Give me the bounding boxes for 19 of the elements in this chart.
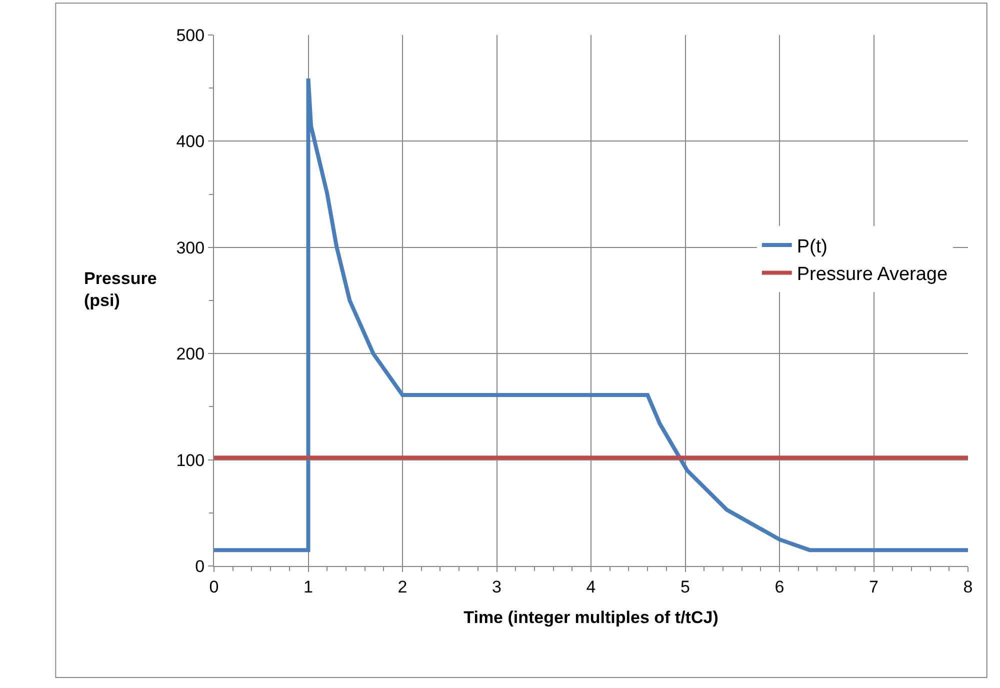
x-tick-label: 6 <box>774 577 784 596</box>
x-tick-label: 5 <box>680 577 690 596</box>
x-tick-label: 2 <box>398 577 408 596</box>
y-tick-label: 400 <box>176 132 205 152</box>
x-tick-label: 4 <box>586 577 596 596</box>
y-tick-label: 100 <box>176 450 205 470</box>
y-axis-title: Pressure (psi) <box>84 269 157 310</box>
legend-label: P(t) <box>796 236 828 258</box>
x-tick-label: 0 <box>209 577 219 596</box>
x-tick-label: 3 <box>492 577 502 596</box>
x-tick-label: 7 <box>869 577 878 596</box>
x-tick-label: 8 <box>963 577 973 596</box>
y-tick-label: 200 <box>176 344 205 364</box>
x-tick-label: 1 <box>304 577 313 596</box>
y-tick-label: 0 <box>195 556 205 576</box>
x-axis-title: Time (integer multiples of t/tCJ) <box>464 608 718 627</box>
y-tick-label: 300 <box>176 238 205 258</box>
y-tick-label: 500 <box>176 26 205 45</box>
legend-label: Pressure Average <box>796 264 948 286</box>
